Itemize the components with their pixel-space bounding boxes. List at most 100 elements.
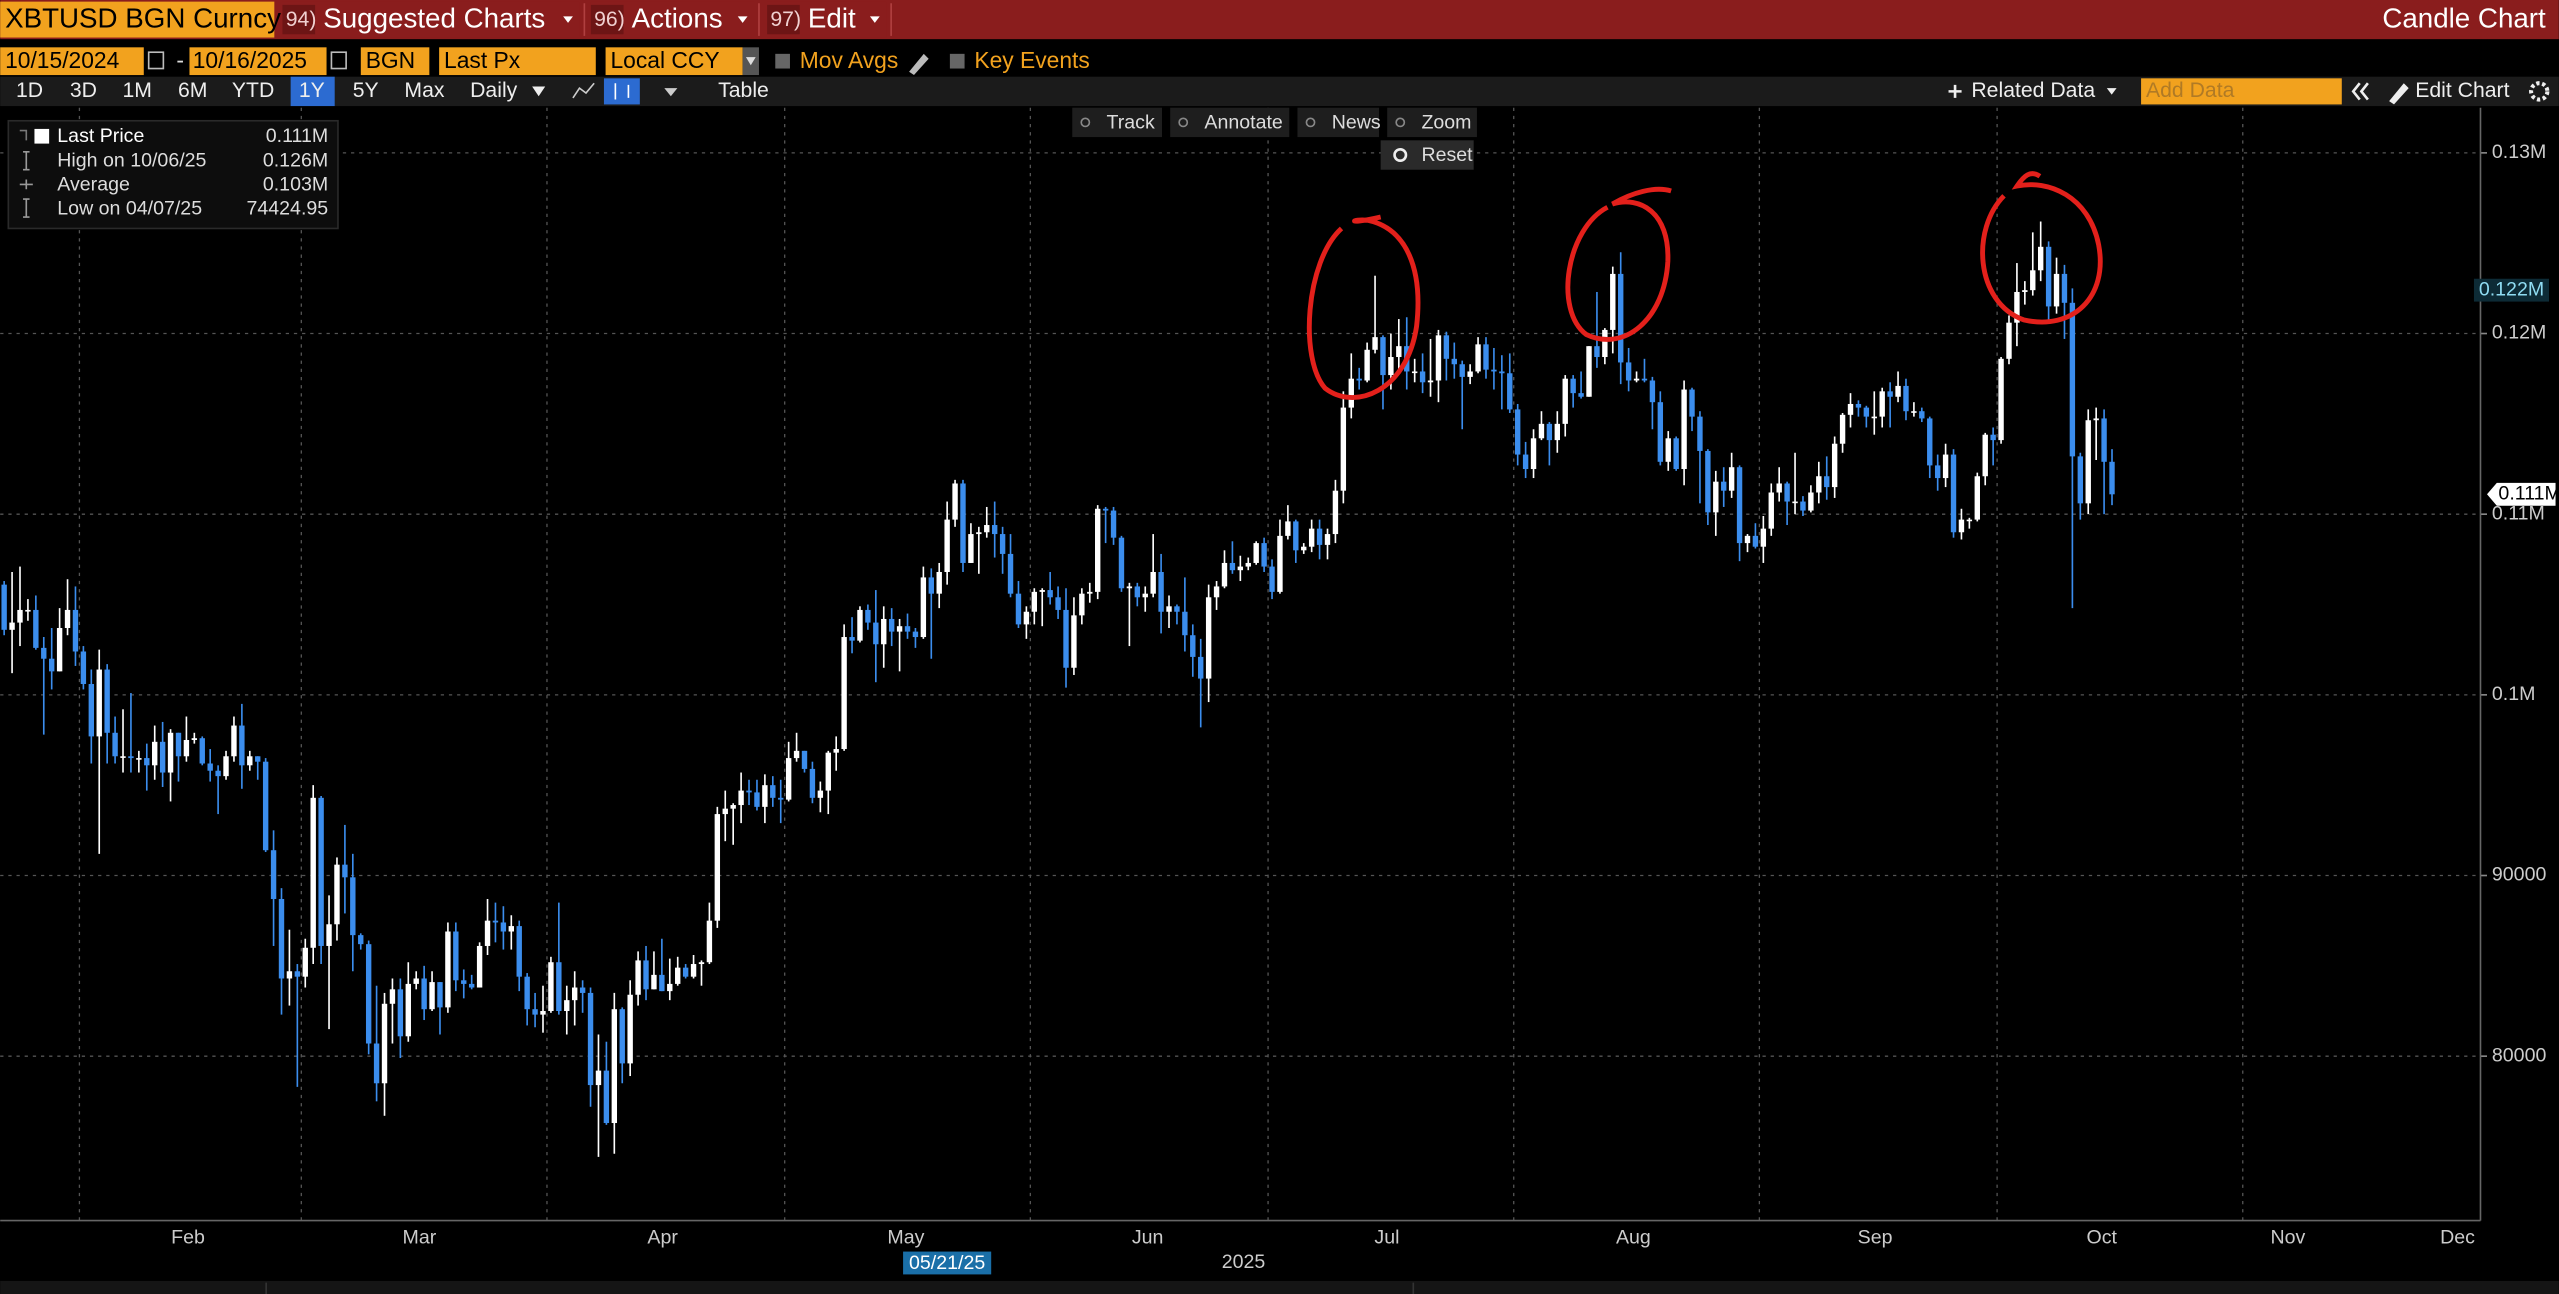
candle-body bbox=[175, 732, 182, 757]
candle-body bbox=[1261, 543, 1267, 567]
candle-body bbox=[1776, 483, 1782, 493]
period-button[interactable]: 3D bbox=[70, 79, 97, 102]
period-button[interactable]: 1D bbox=[16, 79, 43, 102]
candle-body bbox=[1689, 389, 1695, 417]
candle-body bbox=[1, 584, 7, 630]
legend-value: 0.111M bbox=[266, 125, 328, 147]
candle-body bbox=[540, 1011, 546, 1015]
table-button[interactable]: Table bbox=[718, 79, 769, 102]
candle-body bbox=[2045, 246, 2052, 307]
field-field[interactable] bbox=[439, 47, 596, 76]
candle-body bbox=[2085, 420, 2091, 504]
candle-body bbox=[999, 534, 1006, 554]
x-tick-label: Jul bbox=[1374, 1227, 1399, 1249]
tool-button[interactable] bbox=[1072, 107, 1163, 138]
tool-button[interactable] bbox=[1387, 107, 1477, 138]
calendar-icon[interactable] bbox=[147, 51, 165, 70]
dropdown-arrow bbox=[737, 16, 748, 23]
candle-body bbox=[33, 609, 39, 648]
candle-body bbox=[302, 947, 308, 977]
candle-body bbox=[1625, 362, 1632, 381]
candle-body bbox=[643, 960, 649, 990]
tool-button[interactable] bbox=[1170, 107, 1290, 138]
checkbox[interactable] bbox=[949, 53, 965, 69]
candle-body bbox=[72, 609, 79, 652]
candle-body bbox=[1831, 443, 1838, 488]
candle-body bbox=[1427, 380, 1434, 383]
add-data-field[interactable] bbox=[2141, 78, 2342, 105]
candle-body bbox=[912, 631, 919, 638]
end-date-field[interactable] bbox=[189, 47, 327, 76]
start-date-field[interactable] bbox=[0, 47, 144, 76]
line-icon[interactable] bbox=[572, 82, 595, 99]
period-button[interactable]: 6M bbox=[178, 79, 207, 102]
candle-body bbox=[1562, 378, 1568, 424]
candle-body bbox=[754, 792, 760, 807]
candle-body bbox=[1332, 490, 1339, 535]
currency-field[interactable] bbox=[605, 47, 743, 76]
candle-body bbox=[556, 962, 562, 1012]
period-button[interactable]: Max bbox=[404, 79, 444, 102]
candle-body bbox=[247, 756, 253, 766]
ticker: XBTUSD BGN Curncy bbox=[5, 3, 281, 34]
candle-body bbox=[1308, 528, 1315, 547]
candle-body bbox=[1451, 358, 1457, 365]
candle-body bbox=[793, 750, 800, 759]
candle-body bbox=[1102, 508, 1109, 511]
candle-body bbox=[437, 982, 443, 1008]
period-button[interactable]: YTD bbox=[232, 79, 274, 102]
candle-body bbox=[2014, 291, 2020, 323]
tool-icon bbox=[1305, 117, 1316, 128]
candle-body bbox=[1657, 402, 1664, 462]
period-button[interactable]: 5Y bbox=[353, 79, 379, 102]
candle-body bbox=[318, 797, 324, 946]
end-date: 10/16/2025 bbox=[193, 47, 307, 73]
dropdown-arrow[interactable] bbox=[664, 88, 678, 97]
candle-body bbox=[1665, 438, 1671, 462]
related-data[interactable]: Related Data bbox=[1971, 79, 2095, 102]
candle-body bbox=[167, 732, 174, 773]
candle-body bbox=[48, 658, 55, 672]
edit-chart[interactable]: Edit Chart bbox=[2415, 79, 2509, 102]
legend-label: Low on 04/07/25 bbox=[57, 198, 202, 220]
candle-body bbox=[159, 741, 166, 773]
settings-icon[interactable] bbox=[2529, 81, 2550, 102]
candle-icon-box[interactable] bbox=[603, 78, 640, 105]
tool-label: Zoom bbox=[1421, 111, 1471, 133]
candle-body bbox=[1158, 571, 1164, 612]
candle-body bbox=[2077, 456, 2084, 504]
candle-body bbox=[579, 987, 586, 993]
pencil-icon[interactable] bbox=[909, 53, 929, 76]
option-label: Mov Avgs bbox=[800, 47, 899, 73]
period-button[interactable]: 1M bbox=[123, 79, 152, 102]
candle-body bbox=[1610, 273, 1616, 330]
candle-body bbox=[80, 651, 87, 685]
candle-body bbox=[1396, 346, 1402, 358]
period-button[interactable]: 1Y bbox=[299, 79, 325, 102]
candle-body bbox=[1356, 378, 1362, 381]
candle-body bbox=[1602, 329, 1608, 358]
candle-body bbox=[1784, 483, 1790, 502]
tool-button[interactable] bbox=[1297, 107, 1380, 138]
menu-bar: 94) Suggested Charts 96) Actions 97) Edit bbox=[282, 1, 892, 38]
candle-body bbox=[635, 960, 641, 995]
source-field[interactable] bbox=[360, 47, 430, 76]
menu-number: 96) bbox=[594, 8, 625, 31]
calendar-icon[interactable] bbox=[330, 51, 347, 70]
dropdown-arrow bbox=[563, 16, 573, 23]
candle-body bbox=[1816, 476, 1822, 493]
dropdown-arrow bbox=[745, 57, 756, 66]
candle-body bbox=[1174, 606, 1180, 612]
collapse-icon[interactable] bbox=[2351, 82, 2369, 101]
checkbox[interactable] bbox=[775, 53, 790, 69]
ticker-box[interactable] bbox=[0, 1, 275, 38]
frequency[interactable]: Daily bbox=[470, 79, 518, 102]
legend-collapse[interactable] bbox=[19, 129, 28, 141]
reset-button[interactable] bbox=[1380, 140, 1474, 170]
menu-button[interactable] bbox=[282, 1, 580, 38]
candle-body bbox=[976, 532, 982, 535]
candle-body bbox=[1958, 519, 1965, 533]
